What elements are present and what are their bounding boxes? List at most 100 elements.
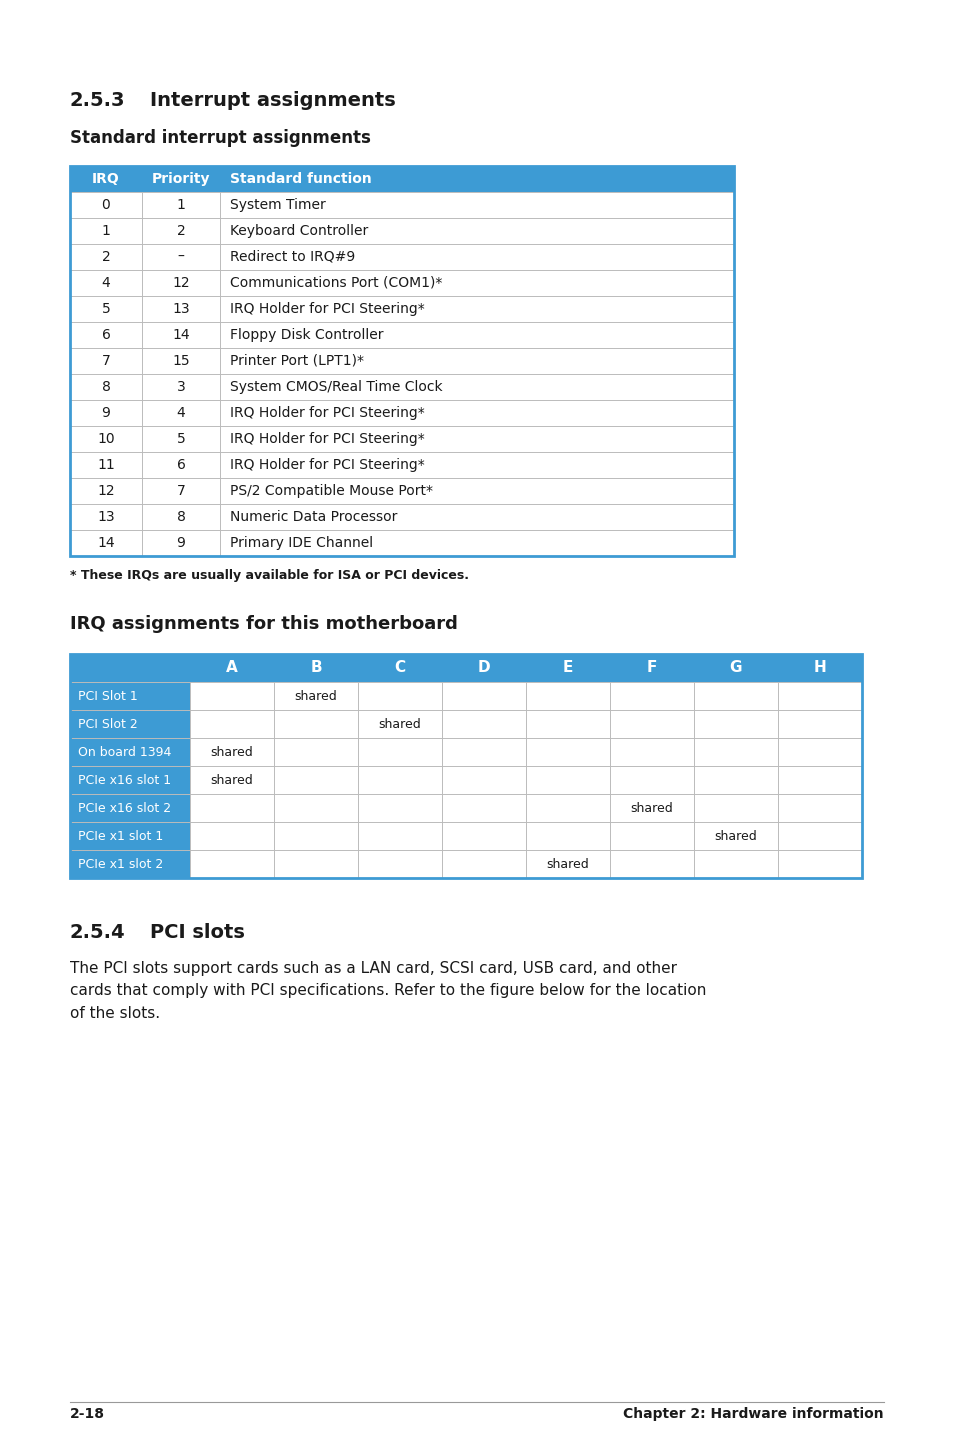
Bar bbox=[70, 219, 733, 244]
Bar bbox=[190, 738, 274, 766]
Bar bbox=[778, 682, 862, 710]
Bar bbox=[70, 244, 733, 270]
Bar bbox=[70, 766, 190, 794]
Bar bbox=[357, 823, 441, 850]
Bar bbox=[70, 400, 733, 426]
Bar bbox=[70, 503, 733, 531]
Bar bbox=[70, 710, 190, 738]
Bar bbox=[70, 850, 190, 879]
Bar bbox=[525, 682, 609, 710]
Text: 1: 1 bbox=[101, 224, 111, 239]
Text: C: C bbox=[394, 660, 405, 676]
Bar bbox=[693, 850, 778, 879]
Text: Standard interrupt assignments: Standard interrupt assignments bbox=[70, 129, 371, 147]
Bar bbox=[274, 823, 357, 850]
Text: IRQ Holder for PCI Steering*: IRQ Holder for PCI Steering* bbox=[230, 457, 424, 472]
Text: 2-18: 2-18 bbox=[70, 1406, 105, 1421]
Text: PS/2 Compatible Mouse Port*: PS/2 Compatible Mouse Port* bbox=[230, 485, 433, 498]
Bar bbox=[190, 766, 274, 794]
Text: shared: shared bbox=[211, 745, 253, 758]
Text: IRQ: IRQ bbox=[92, 173, 120, 186]
Text: PCIe x16 slot 2: PCIe x16 slot 2 bbox=[78, 801, 171, 814]
Bar bbox=[70, 477, 733, 503]
Text: The PCI slots support cards such as a LAN card, SCSI card, USB card, and other: The PCI slots support cards such as a LA… bbox=[70, 962, 677, 976]
Text: Standard function: Standard function bbox=[230, 173, 372, 186]
Text: Communications Port (COM1)*: Communications Port (COM1)* bbox=[230, 276, 442, 290]
Bar bbox=[70, 794, 190, 823]
Text: 10: 10 bbox=[97, 431, 114, 446]
Text: Keyboard Controller: Keyboard Controller bbox=[230, 224, 368, 239]
Text: 13: 13 bbox=[97, 510, 114, 523]
Text: 6: 6 bbox=[101, 328, 111, 342]
Text: IRQ Holder for PCI Steering*: IRQ Holder for PCI Steering* bbox=[230, 302, 424, 316]
Bar bbox=[693, 794, 778, 823]
Bar bbox=[441, 738, 525, 766]
Bar bbox=[274, 710, 357, 738]
Bar bbox=[274, 850, 357, 879]
Bar bbox=[525, 850, 609, 879]
Text: of the slots.: of the slots. bbox=[70, 1005, 160, 1021]
Text: IRQ Holder for PCI Steering*: IRQ Holder for PCI Steering* bbox=[230, 406, 424, 420]
Text: shared: shared bbox=[378, 718, 421, 731]
Text: 4: 4 bbox=[176, 406, 185, 420]
Text: G: G bbox=[729, 660, 741, 676]
Bar bbox=[357, 850, 441, 879]
Text: Floppy Disk Controller: Floppy Disk Controller bbox=[230, 328, 383, 342]
Bar bbox=[70, 654, 862, 879]
Bar bbox=[190, 823, 274, 850]
Text: Primary IDE Channel: Primary IDE Channel bbox=[230, 536, 373, 549]
Bar bbox=[70, 322, 733, 348]
Bar bbox=[357, 794, 441, 823]
Bar bbox=[190, 710, 274, 738]
Text: PCIe x1 slot 2: PCIe x1 slot 2 bbox=[78, 857, 163, 870]
Bar bbox=[609, 710, 693, 738]
Text: 8: 8 bbox=[101, 380, 111, 394]
Bar bbox=[70, 165, 733, 193]
Text: B: B bbox=[310, 660, 321, 676]
Bar bbox=[274, 766, 357, 794]
Text: 2.5.4: 2.5.4 bbox=[70, 923, 126, 942]
Text: 9: 9 bbox=[101, 406, 111, 420]
Bar bbox=[778, 850, 862, 879]
Text: 2.5.3: 2.5.3 bbox=[70, 91, 126, 109]
Bar bbox=[357, 682, 441, 710]
Text: Interrupt assignments: Interrupt assignments bbox=[150, 91, 395, 109]
Bar bbox=[693, 682, 778, 710]
Bar bbox=[70, 426, 733, 452]
Bar bbox=[609, 682, 693, 710]
Text: 12: 12 bbox=[172, 276, 190, 290]
Text: 1: 1 bbox=[176, 198, 185, 211]
Bar bbox=[357, 766, 441, 794]
Text: 13: 13 bbox=[172, 302, 190, 316]
Bar bbox=[357, 710, 441, 738]
Text: Redirect to IRQ#9: Redirect to IRQ#9 bbox=[230, 250, 355, 265]
Bar bbox=[70, 823, 190, 850]
Bar bbox=[70, 531, 733, 557]
Bar bbox=[778, 794, 862, 823]
Text: * These IRQs are usually available for ISA or PCI devices.: * These IRQs are usually available for I… bbox=[70, 569, 469, 582]
Bar bbox=[693, 766, 778, 794]
Text: On board 1394: On board 1394 bbox=[78, 745, 172, 758]
Text: 11: 11 bbox=[97, 457, 114, 472]
Bar bbox=[778, 766, 862, 794]
Text: H: H bbox=[813, 660, 825, 676]
Bar bbox=[70, 452, 733, 477]
Text: IRQ assignments for this motherboard: IRQ assignments for this motherboard bbox=[70, 615, 457, 633]
Bar bbox=[274, 682, 357, 710]
Bar bbox=[693, 738, 778, 766]
Text: Priority: Priority bbox=[152, 173, 210, 186]
Bar bbox=[609, 823, 693, 850]
Text: Chapter 2: Hardware information: Chapter 2: Hardware information bbox=[622, 1406, 883, 1421]
Bar bbox=[70, 738, 190, 766]
Text: shared: shared bbox=[211, 774, 253, 787]
Bar bbox=[525, 710, 609, 738]
Bar bbox=[525, 766, 609, 794]
Bar bbox=[778, 710, 862, 738]
Bar bbox=[70, 193, 733, 219]
Bar bbox=[190, 794, 274, 823]
Bar bbox=[693, 823, 778, 850]
Text: IRQ Holder for PCI Steering*: IRQ Holder for PCI Steering* bbox=[230, 431, 424, 446]
Bar bbox=[70, 374, 733, 400]
Bar bbox=[70, 270, 733, 296]
Text: 14: 14 bbox=[172, 328, 190, 342]
